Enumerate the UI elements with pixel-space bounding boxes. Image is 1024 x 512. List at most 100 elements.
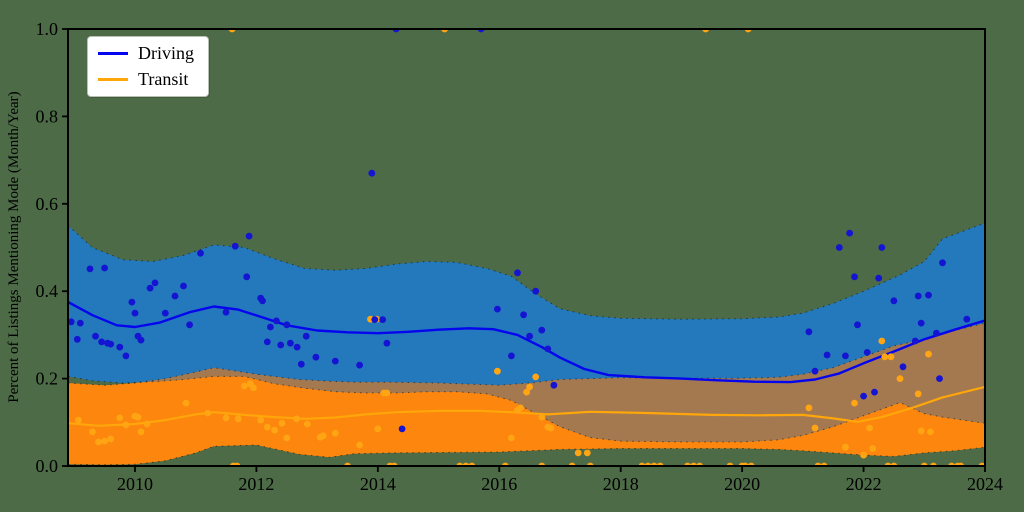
- driving-point: [963, 315, 971, 323]
- driving-line-swatch: [98, 51, 128, 55]
- legend: Driving Transit: [87, 36, 209, 97]
- driving-point: [146, 284, 154, 292]
- driving-point: [823, 351, 831, 359]
- driving-point: [331, 357, 339, 365]
- transit-point: [383, 389, 391, 397]
- transit-point: [271, 426, 278, 434]
- driving-point: [171, 292, 179, 300]
- y-axis-label: Percent of Listings Mentioning Mode (Mon…: [6, 91, 22, 402]
- transit-point: [532, 373, 540, 381]
- transit-point: [122, 421, 130, 429]
- transit-point: [927, 428, 934, 436]
- transit-point: [881, 353, 889, 361]
- transit-point: [878, 337, 886, 345]
- x-tick-label: 2016: [481, 474, 517, 494]
- driving-point: [854, 321, 861, 329]
- x-tick-label: 2024: [967, 474, 1003, 494]
- driving-point: [550, 381, 558, 389]
- driving-point: [197, 249, 204, 257]
- driving-point: [98, 338, 105, 346]
- driving-point: [161, 309, 169, 317]
- driving-point: [383, 339, 391, 347]
- transit-point: [293, 415, 300, 423]
- x-tick-label: 2018: [603, 474, 639, 494]
- driving-point: [842, 352, 849, 360]
- driving-point: [263, 338, 271, 346]
- y-tick-label: 0.6: [36, 194, 59, 214]
- transit-point: [851, 399, 858, 407]
- band-overlap-region: [145, 323, 984, 442]
- transit-point: [304, 420, 311, 428]
- y-tick-label: 1.0: [36, 19, 59, 39]
- driving-point: [92, 332, 99, 340]
- axes-spines: [67, 28, 986, 467]
- driving-point: [914, 292, 922, 300]
- transit-point: [523, 388, 530, 396]
- x-tick-label: 2014: [360, 474, 396, 494]
- transit-point: [182, 399, 190, 407]
- driving-point: [101, 264, 108, 272]
- transit-point: [89, 428, 96, 436]
- driving-point: [863, 349, 871, 356]
- transit-point: [896, 375, 904, 382]
- transit-trend-line: [68, 385, 985, 427]
- transit-point: [250, 384, 257, 392]
- driving-point: [231, 242, 239, 250]
- transit-point: [805, 404, 813, 412]
- transit-point: [116, 414, 124, 422]
- transit-point: [134, 413, 142, 421]
- y-tick-label: 0.8: [36, 106, 59, 126]
- driving-point: [936, 375, 943, 382]
- driving-point: [846, 229, 853, 237]
- y-tick-label: 0.4: [36, 281, 59, 301]
- plot-layer: [68, 29, 985, 466]
- driving-point: [871, 388, 878, 396]
- driving-point: [805, 328, 813, 336]
- driving-point: [939, 259, 946, 267]
- driving-point: [283, 321, 291, 329]
- driving-point: [222, 308, 230, 316]
- transit-point: [75, 416, 82, 424]
- transit-point: [494, 367, 501, 375]
- y-tick-label: 0.0: [36, 456, 59, 476]
- legend-item-transit[interactable]: Transit: [98, 70, 198, 88]
- driving-point: [137, 336, 145, 344]
- driving-point: [933, 329, 940, 337]
- driving-point: [287, 339, 294, 347]
- driving-point: [293, 343, 301, 351]
- axes-layer: 2010 2012 2014 2016 2018 2020 2022 2024 0.0 0.2 0.…: [36, 19, 1004, 494]
- driving-point: [107, 340, 115, 348]
- driving-point: [302, 332, 310, 340]
- transit-point: [917, 427, 925, 435]
- driving-point: [180, 282, 187, 290]
- driving-point: [267, 323, 274, 331]
- transit-line-swatch: [98, 77, 128, 81]
- driving-point: [68, 318, 75, 326]
- transit-point: [517, 404, 524, 412]
- transit-point: [263, 423, 271, 431]
- driving-point: [878, 244, 886, 251]
- driving-point: [312, 353, 320, 361]
- driving-point: [875, 274, 883, 282]
- driving-point: [544, 345, 552, 353]
- transit-band-lower-edge: [68, 444, 985, 466]
- driving-point: [245, 232, 253, 240]
- x-tick-label: 2010: [117, 474, 153, 494]
- legend-item-driving[interactable]: Driving: [98, 44, 198, 62]
- driving-point: [520, 311, 527, 319]
- driving-point: [811, 367, 819, 375]
- driving-point: [259, 297, 266, 305]
- transit-point: [887, 353, 895, 361]
- driving-point: [860, 392, 867, 400]
- transit-point: [811, 424, 819, 432]
- y-tick-label: 0.2: [36, 369, 59, 389]
- transit-point: [331, 429, 339, 437]
- driving-point: [128, 298, 136, 306]
- transit-point: [574, 449, 582, 457]
- transit-point: [319, 432, 327, 440]
- driving-point: [379, 316, 387, 323]
- transit-point: [257, 416, 265, 424]
- transit-point: [356, 441, 363, 449]
